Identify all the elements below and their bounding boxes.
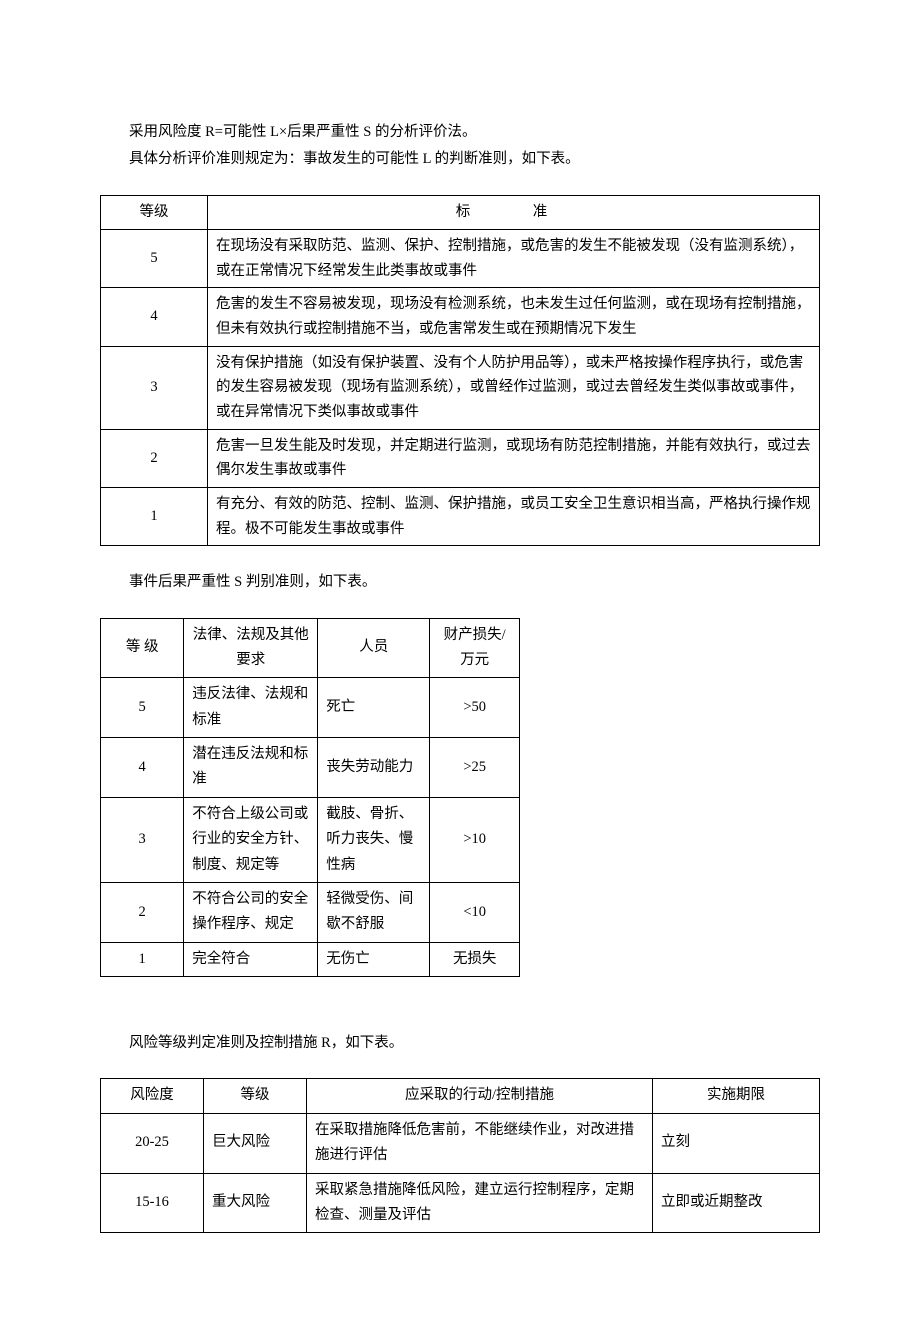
table-row: 15-16 重大风险 采取紧急措施降低风险，建立运行控制程序，定期检查、测量及评… <box>101 1173 820 1233</box>
header-deadline: 实施期限 <box>653 1079 820 1113</box>
cell: 5 <box>101 678 184 738</box>
cell: >50 <box>430 678 520 738</box>
cell: 4 <box>101 738 184 798</box>
table-row: 5 违反法律、法规和标准 死亡 >50 <box>101 678 520 738</box>
cell-standard: 危害的发生不容易被发现，现场没有检测系统，也未发生过任何监测，或在现场有控制措施… <box>208 288 820 346</box>
cell-standard: 在现场没有采取防范、监测、保护、控制措施，或危害的发生不能被发现（没有监测系统）… <box>208 230 820 288</box>
cell-level: 5 <box>101 230 208 288</box>
table-row: 1 有充分、有效的防范、控制、监测、保护措施，或员工安全卫生意识相当高，严格执行… <box>101 487 820 545</box>
severity-table: 等 级 法律、法规及其他要求 人员 财产损失/万元 5 违反法律、法规和标准 死… <box>100 618 520 978</box>
risk-control-table: 风险度 等级 应采取的行动/控制措施 实施期限 20-25 巨大风险 在采取措施… <box>100 1078 820 1233</box>
cell-standard: 危害一旦发生能及时发现，并定期进行监测，或现场有防范控制措施，并能有效执行，或过… <box>208 429 820 487</box>
cell: 截肢、骨折、听力丧失、慢性病 <box>318 797 430 882</box>
cell-standard: 没有保护措施（如没有保护装置、没有个人防护用品等），或未严格按操作程序执行，或危… <box>208 346 820 429</box>
cell: 巨大风险 <box>204 1113 307 1173</box>
table-row: 3 不符合上级公司或行业的安全方针、制度、规定等 截肢、骨折、听力丧失、慢性病 … <box>101 797 520 882</box>
spacer <box>100 1001 820 1031</box>
cell: 潜在违反法规和标准 <box>184 738 318 798</box>
cell: 立即或近期整改 <box>653 1173 820 1233</box>
table-header-row: 等 级 法律、法规及其他要求 人员 财产损失/万元 <box>101 618 520 678</box>
header-law: 法律、法规及其他要求 <box>184 618 318 678</box>
cell: 重大风险 <box>204 1173 307 1233</box>
header-standard: 标 准 <box>208 195 820 229</box>
table-row: 5 在现场没有采取防范、监测、保护、控制措施，或危害的发生不能被发现（没有监测系… <box>101 230 820 288</box>
cell: 3 <box>101 797 184 882</box>
intro-line-1: 采用风险度 R=可能性 L×后果严重性 S 的分析评价法。 <box>100 120 820 145</box>
table-row: 20-25 巨大风险 在采取措施降低危害前，不能继续作业，对改进措施进行评估 立… <box>101 1113 820 1173</box>
cell: 2 <box>101 882 184 942</box>
header-level: 等级 <box>204 1079 307 1113</box>
cell: 丧失劳动能力 <box>318 738 430 798</box>
risk-intro: 风险等级判定准则及控制措施 R，如下表。 <box>100 1031 820 1056</box>
table-header-row: 等级 标 准 <box>101 195 820 229</box>
cell: 无损失 <box>430 942 520 976</box>
header-level: 等 级 <box>101 618 184 678</box>
cell: >25 <box>430 738 520 798</box>
cell: 违反法律、法规和标准 <box>184 678 318 738</box>
intro-line-2: 具体分析评价准则规定为：事故发生的可能性 L 的判断准则，如下表。 <box>100 147 820 172</box>
table-row: 4 潜在违反法规和标准 丧失劳动能力 >25 <box>101 738 520 798</box>
cell: 15-16 <box>101 1173 204 1233</box>
cell: 1 <box>101 942 184 976</box>
cell: 不符合上级公司或行业的安全方针、制度、规定等 <box>184 797 318 882</box>
table-header-row: 风险度 等级 应采取的行动/控制措施 实施期限 <box>101 1079 820 1113</box>
table-row: 2 不符合公司的安全操作程序、规定 轻微受伤、间歇不舒服 <10 <box>101 882 520 942</box>
severity-intro: 事件后果严重性 S 判别准则，如下表。 <box>100 570 820 595</box>
cell: 立刻 <box>653 1113 820 1173</box>
cell-level: 3 <box>101 346 208 429</box>
cell: >10 <box>430 797 520 882</box>
cell: 轻微受伤、间歇不舒服 <box>318 882 430 942</box>
cell: 无伤亡 <box>318 942 430 976</box>
cell: 不符合公司的安全操作程序、规定 <box>184 882 318 942</box>
table-row: 2 危害一旦发生能及时发现，并定期进行监测，或现场有防范控制措施，并能有效执行，… <box>101 429 820 487</box>
cell-level: 4 <box>101 288 208 346</box>
header-person: 人员 <box>318 618 430 678</box>
header-action: 应采取的行动/控制措施 <box>307 1079 653 1113</box>
cell: 20-25 <box>101 1113 204 1173</box>
cell: 死亡 <box>318 678 430 738</box>
header-loss: 财产损失/万元 <box>430 618 520 678</box>
cell: 完全符合 <box>184 942 318 976</box>
likelihood-table: 等级 标 准 5 在现场没有采取防范、监测、保护、控制措施，或危害的发生不能被发… <box>100 195 820 546</box>
cell-level: 2 <box>101 429 208 487</box>
table-row: 3 没有保护措施（如没有保护装置、没有个人防护用品等），或未严格按操作程序执行，… <box>101 346 820 429</box>
cell-level: 1 <box>101 487 208 545</box>
cell: 在采取措施降低危害前，不能继续作业，对改进措施进行评估 <box>307 1113 653 1173</box>
table-row: 1 完全符合 无伤亡 无损失 <box>101 942 520 976</box>
header-level: 等级 <box>101 195 208 229</box>
cell-standard: 有充分、有效的防范、控制、监测、保护措施，或员工安全卫生意识相当高，严格执行操作… <box>208 487 820 545</box>
cell: <10 <box>430 882 520 942</box>
cell: 采取紧急措施降低风险，建立运行控制程序，定期检查、测量及评估 <box>307 1173 653 1233</box>
header-risk: 风险度 <box>101 1079 204 1113</box>
table-row: 4 危害的发生不容易被发现，现场没有检测系统，也未发生过任何监测，或在现场有控制… <box>101 288 820 346</box>
